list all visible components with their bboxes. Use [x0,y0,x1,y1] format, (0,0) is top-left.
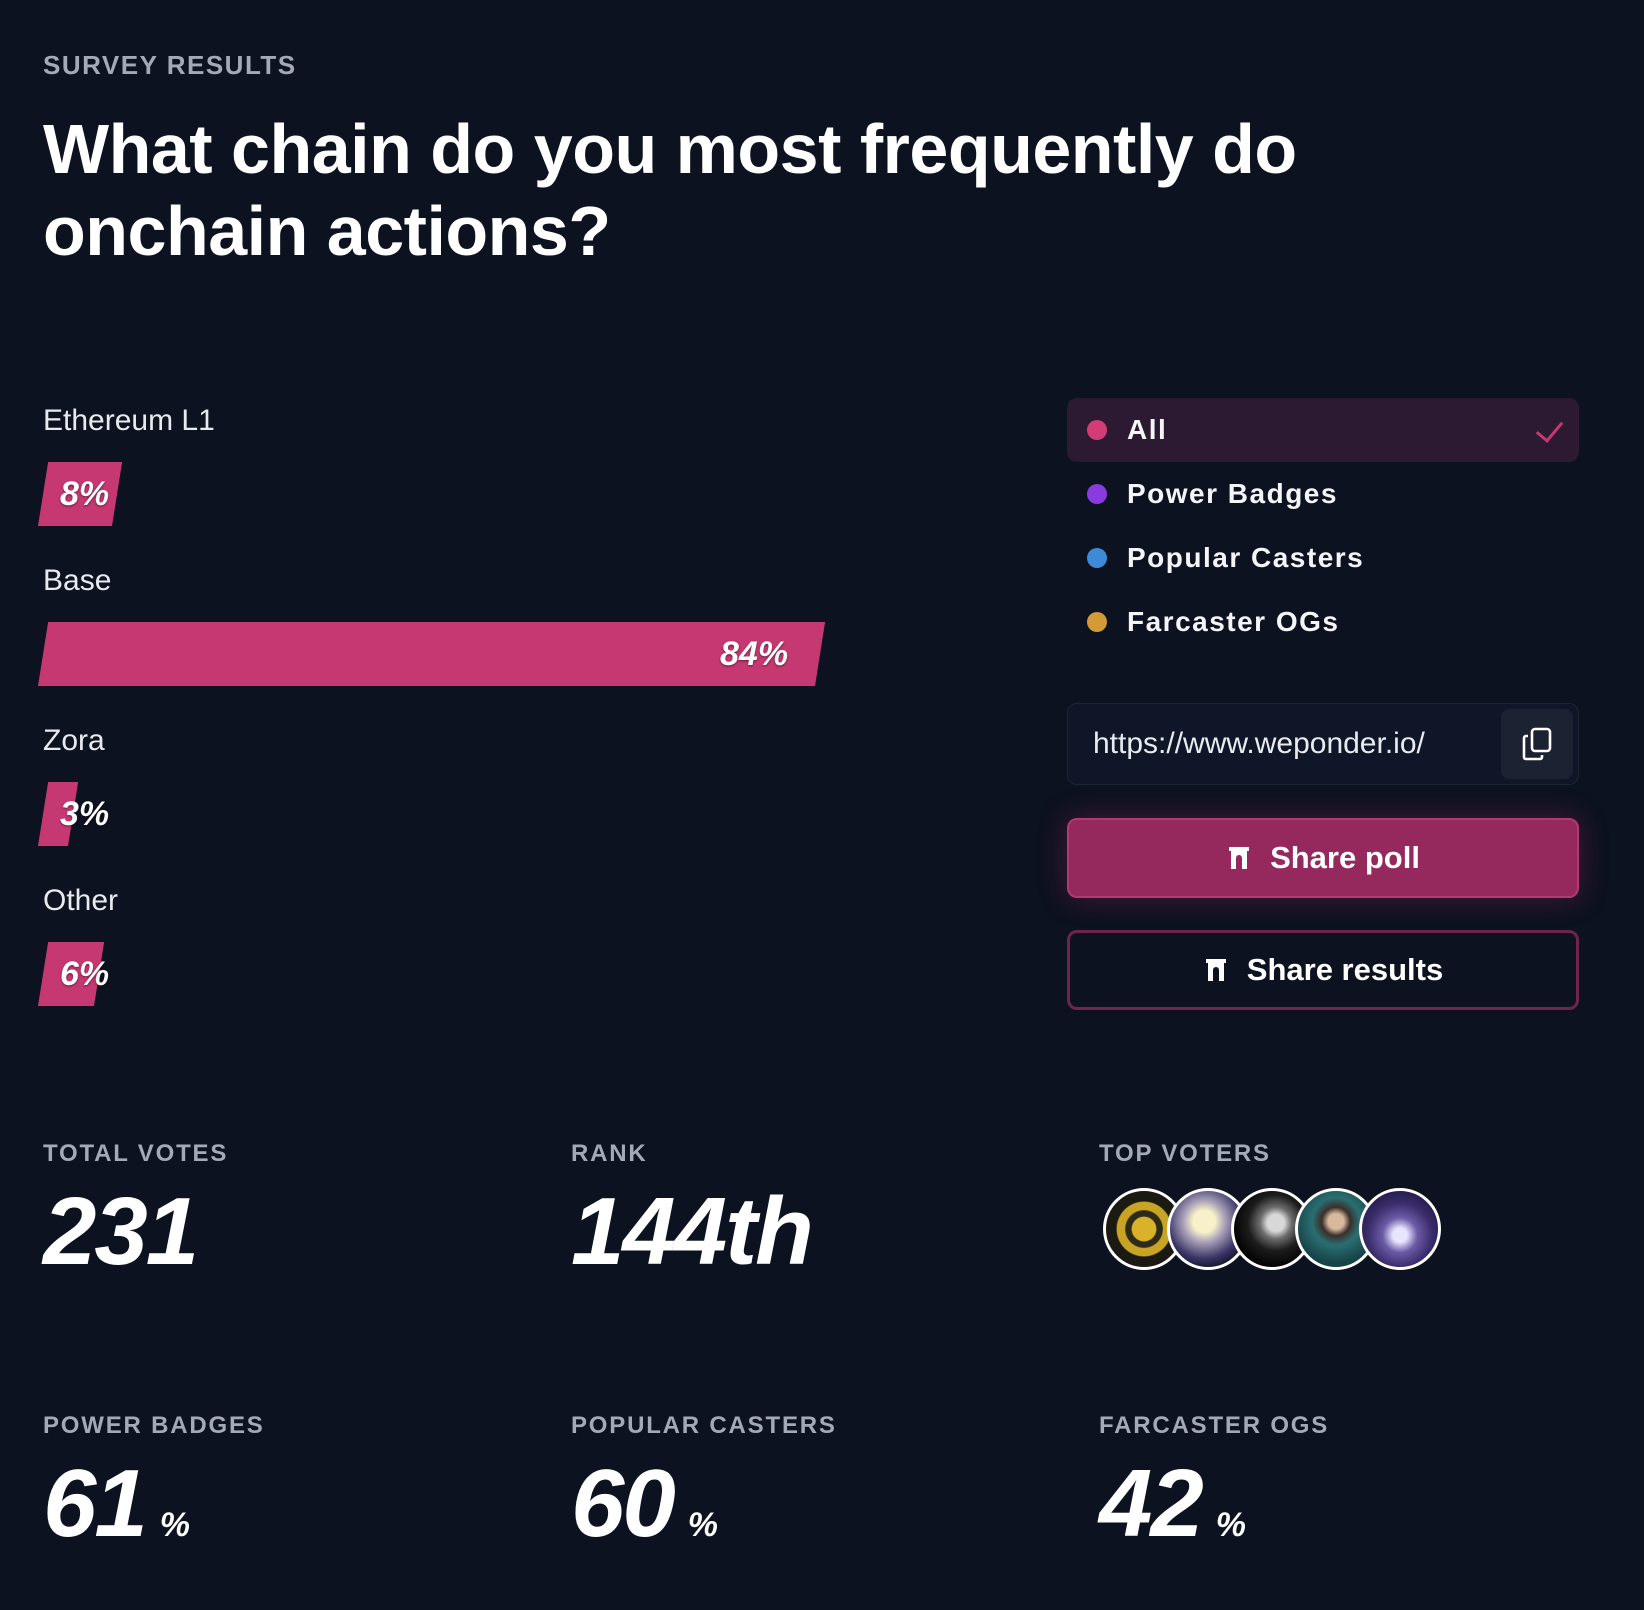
share-url-field[interactable]: https://www.weponder.io/ [1067,703,1579,785]
stat-total-votes: TOTAL VOTES 231 [43,1140,228,1280]
color-dot-icon [1087,548,1107,568]
farcaster-arch-icon [1205,959,1226,981]
share-poll-label: Share poll [1270,840,1420,875]
stat-number: 42 [1099,1450,1204,1557]
option-label: Other [43,884,119,917]
filter-farcaster-ogs[interactable]: Farcaster OGs [1067,590,1579,654]
stat-power-badges: POWER BADGES 61% [43,1412,265,1573]
stat-value: 60% [571,1456,837,1573]
stat-number: 61 [43,1450,148,1557]
result-percent: 8% [60,475,110,513]
option-label: Base [43,564,112,597]
option-label: Zora [43,724,105,757]
result-option: Other 6% [38,880,938,1040]
result-option: Base 84% [38,560,938,720]
option-label: Ethereum L1 [43,404,215,437]
result-option: Zora 3% [38,720,938,880]
checkmark-icon [1535,414,1564,443]
share-url-text: https://www.weponder.io/ [1093,727,1425,760]
filter-all[interactable]: All [1067,398,1579,462]
color-dot-icon [1087,484,1107,504]
stat-value: 42% [1099,1456,1329,1573]
bar-track: 6% [38,942,888,1006]
share-poll-button[interactable]: Share poll [1067,818,1579,898]
copy-url-button[interactable] [1501,709,1573,779]
results-list: Ethereum L1 8% Base 84% Zora 3% Other 6% [38,400,938,1040]
avatar[interactable] [1359,1188,1441,1270]
stat-label: POWER BADGES [43,1412,265,1439]
result-percent: 3% [60,795,110,833]
result-bar [38,622,826,686]
stat-label: POPULAR CASTERS [571,1412,837,1439]
result-percent: 84% [720,635,789,673]
poll-question: What chain do you most frequently do onc… [43,110,1297,270]
result-option: Ethereum L1 8% [38,400,938,560]
farcaster-arch-icon [1229,847,1250,869]
top-voters-avatars [1099,1188,1441,1280]
filter-label: All [1127,414,1168,445]
stat-rank: RANK 144th [571,1140,814,1285]
stat-label: TOTAL VOTES [43,1140,229,1167]
stat-number: 60 [571,1450,676,1557]
result-percent: 6% [60,955,110,993]
stat-label: TOP VOTERS [1099,1140,1271,1167]
stat-value: 231 [43,1178,199,1285]
share-results-label: Share results [1246,952,1444,987]
color-dot-icon [1087,420,1107,440]
stat-label: RANK [571,1140,648,1167]
percent-unit: % [687,1506,719,1544]
percent-unit: % [159,1506,191,1544]
filter-label: Popular Casters [1127,542,1365,573]
filter-label: Farcaster OGs [1127,606,1340,637]
stat-popular-casters: POPULAR CASTERS 60% [571,1412,837,1573]
voter-filter-list: All Power Badges Popular Casters Farcast… [1067,398,1579,654]
stat-label: FARCASTER OGS [1099,1412,1330,1439]
filter-power-badges[interactable]: Power Badges [1067,462,1579,526]
bar-track: 84% [38,622,888,686]
copy-icon [1522,727,1552,761]
stat-top-voters: TOP VOTERS [1099,1140,1441,1280]
share-results-button[interactable]: Share results [1067,930,1579,1010]
filter-popular-casters[interactable]: Popular Casters [1067,526,1579,590]
bar-track: 8% [38,462,888,526]
bar-track: 3% [38,782,888,846]
stat-value: 61% [43,1456,265,1573]
section-eyebrow: SURVEY RESULTS [43,50,297,80]
stat-value: 144th [571,1178,814,1285]
stat-farcaster-ogs: FARCASTER OGS 42% [1099,1412,1329,1573]
percent-unit: % [1215,1506,1247,1544]
filter-label: Power Badges [1127,478,1338,509]
color-dot-icon [1087,612,1107,632]
